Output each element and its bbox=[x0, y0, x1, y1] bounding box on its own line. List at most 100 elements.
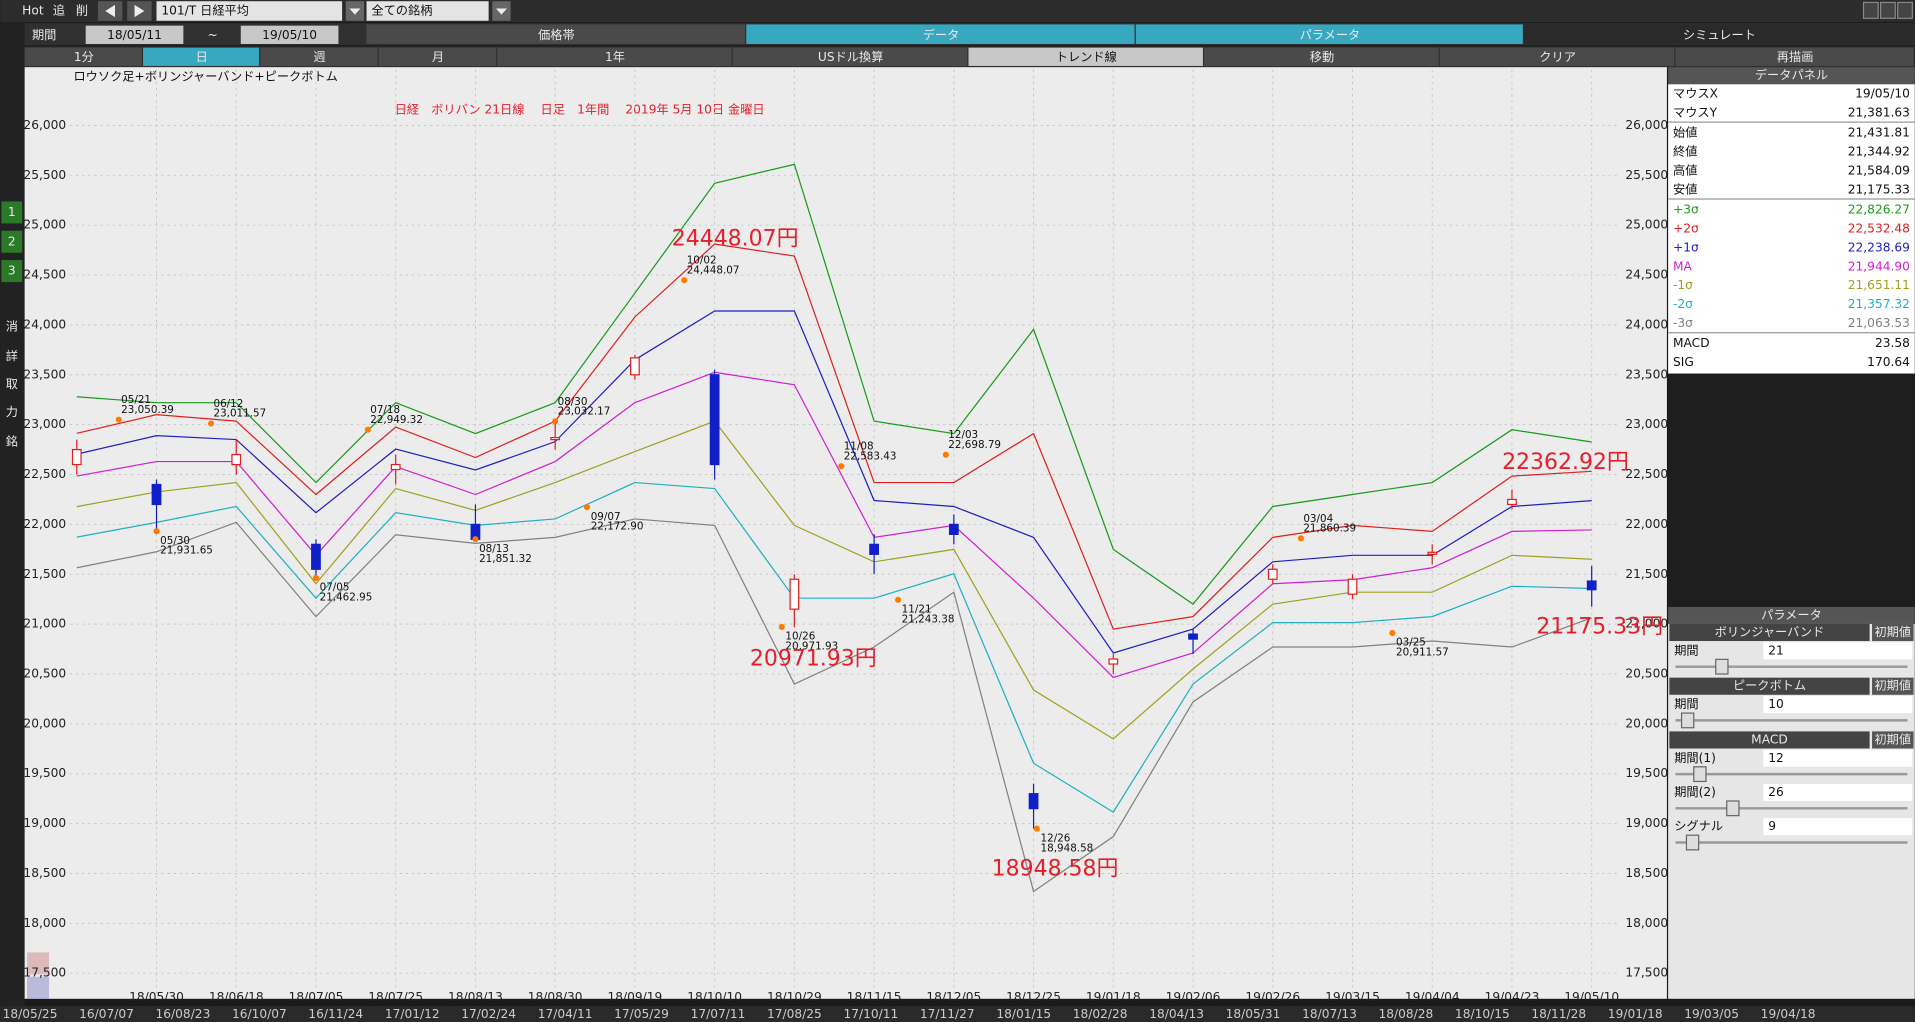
sidebar-button[interactable] bbox=[1, 230, 23, 253]
sidebar-label: 消 bbox=[6, 320, 18, 334]
sidebar-label: 詳 bbox=[6, 348, 18, 363]
slider-knob[interactable] bbox=[1685, 834, 1700, 851]
x-tick-label: 18/08/13 bbox=[448, 990, 503, 1004]
toolbar-button[interactable] bbox=[1439, 47, 1675, 66]
section-header bbox=[1669, 623, 1870, 642]
sidebar-button[interactable] bbox=[1, 201, 23, 224]
peak-marker bbox=[838, 463, 845, 470]
data-value: 23.58 bbox=[1875, 336, 1910, 350]
x-tick-label: 18/05/30 bbox=[129, 990, 184, 1004]
field-label: 期間 bbox=[1674, 697, 1698, 711]
universe-box[interactable] bbox=[366, 1, 489, 21]
data-label: 終値 bbox=[1673, 144, 1697, 159]
peak-value: 21,462.95 bbox=[320, 591, 373, 603]
peak-marker bbox=[584, 504, 591, 511]
reset-label: 初期値 bbox=[1874, 731, 1911, 746]
y-tick-label: 23,000 bbox=[23, 417, 66, 431]
field-box[interactable] bbox=[1763, 642, 1913, 660]
slider-knob[interactable] bbox=[1680, 712, 1695, 729]
y-tick-label: 24,500 bbox=[23, 268, 66, 282]
tab[interactable] bbox=[366, 24, 746, 44]
section-title: MACD bbox=[1751, 732, 1788, 746]
reset-label: 初期値 bbox=[1874, 678, 1911, 693]
candle-body bbox=[1267, 568, 1278, 580]
chart-type-icon[interactable] bbox=[27, 952, 50, 975]
peak-value: 21,860.39 bbox=[1303, 523, 1356, 535]
x-tick-label: 18/09/19 bbox=[607, 990, 662, 1004]
toolbar-button-label: USドル換算 bbox=[818, 49, 884, 64]
y2-tick-label: 17,500 bbox=[1625, 966, 1668, 980]
sidebar-button[interactable] bbox=[1, 260, 23, 283]
data-label: +2σ bbox=[1673, 221, 1699, 235]
y-tick-label: 22,000 bbox=[23, 517, 66, 531]
y-tick-label: 17,500 bbox=[23, 966, 66, 980]
toolbar-button[interactable] bbox=[143, 47, 260, 66]
field-box[interactable] bbox=[1763, 783, 1913, 801]
field-box[interactable] bbox=[1763, 695, 1913, 714]
x-tick-label: 18/12/25 bbox=[1006, 990, 1061, 1004]
y-tick-label: 25,500 bbox=[23, 168, 66, 182]
callout: 20971.93円 bbox=[750, 646, 877, 671]
navigator-date: 19/04/18 bbox=[1761, 1007, 1816, 1021]
from-date-box[interactable] bbox=[85, 25, 184, 44]
reset-button[interactable] bbox=[1872, 623, 1914, 642]
toolbar-button[interactable] bbox=[260, 47, 378, 66]
navigator-date: 18/10/15 bbox=[1455, 1007, 1510, 1021]
field-value: 10 bbox=[1768, 697, 1784, 711]
y2-tick-label: 24,000 bbox=[1625, 317, 1668, 331]
minimize-button[interactable] bbox=[1862, 1, 1879, 19]
field-box[interactable] bbox=[1763, 818, 1913, 836]
tab[interactable] bbox=[746, 24, 1135, 44]
data-label: -2σ bbox=[1673, 297, 1693, 311]
peak-marker bbox=[364, 426, 371, 433]
peak-marker bbox=[312, 574, 320, 582]
delete-button: 削 bbox=[76, 3, 88, 17]
tab[interactable] bbox=[1524, 24, 1914, 44]
data-value: 21,344.92 bbox=[1848, 145, 1910, 159]
field-value: 12 bbox=[1768, 751, 1784, 765]
symbol-box[interactable] bbox=[156, 1, 343, 21]
y2-tick-label: 19,500 bbox=[1625, 766, 1668, 780]
candle-body bbox=[630, 357, 640, 376]
peak-value: 21,243.38 bbox=[902, 613, 955, 625]
peak-value: 22,949.32 bbox=[370, 414, 423, 426]
tab[interactable] bbox=[1135, 24, 1523, 44]
close-button[interactable] bbox=[1897, 1, 1913, 19]
slider-knob[interactable] bbox=[1693, 766, 1707, 783]
toolbar-button[interactable] bbox=[968, 47, 1203, 66]
reset-button[interactable] bbox=[1872, 677, 1914, 695]
toolbar-button[interactable] bbox=[1675, 47, 1914, 66]
field-label: 期間(2) bbox=[1674, 785, 1716, 799]
field-box[interactable] bbox=[1763, 749, 1913, 767]
peak-date: 10/02 bbox=[687, 255, 717, 267]
data-value: 22,532.48 bbox=[1848, 221, 1910, 235]
y2-tick-label: 18,000 bbox=[1625, 916, 1668, 930]
to-date-box[interactable] bbox=[240, 25, 339, 44]
data-label: SIG bbox=[1673, 355, 1694, 369]
maximize-button[interactable] bbox=[1879, 1, 1896, 19]
toolbar-button-label: 月 bbox=[432, 50, 444, 64]
peak-date: 03/25 bbox=[1396, 637, 1426, 649]
peak-date: 07/05 bbox=[320, 582, 350, 594]
callout: 22362.92円 bbox=[1502, 450, 1629, 475]
toolbar-button[interactable] bbox=[24, 47, 142, 66]
chart-type-icon[interactable] bbox=[27, 976, 50, 999]
navigator-date: 18/01/15 bbox=[996, 1007, 1051, 1021]
toolbar-button[interactable] bbox=[378, 47, 496, 66]
toolbar-button[interactable] bbox=[732, 47, 968, 66]
slider-knob[interactable] bbox=[1715, 658, 1729, 675]
band-line bbox=[76, 371, 1592, 679]
section-header bbox=[1669, 677, 1870, 695]
y2-tick-label: 21,000 bbox=[1625, 617, 1668, 631]
navigator-date: 16/11/24 bbox=[308, 1007, 363, 1021]
candle-body bbox=[1188, 633, 1198, 640]
x-tick-label: 18/08/30 bbox=[528, 990, 583, 1004]
field-label: 期間(1) bbox=[1674, 751, 1716, 765]
toolbar-button[interactable] bbox=[497, 47, 732, 66]
slider-knob[interactable] bbox=[1726, 800, 1740, 817]
reset-button[interactable] bbox=[1872, 731, 1914, 749]
candle-body bbox=[869, 543, 879, 555]
panel-gap bbox=[1668, 373, 1915, 606]
section-title: ボリンジャーバンド bbox=[1715, 625, 1825, 639]
toolbar-button[interactable] bbox=[1204, 47, 1439, 66]
